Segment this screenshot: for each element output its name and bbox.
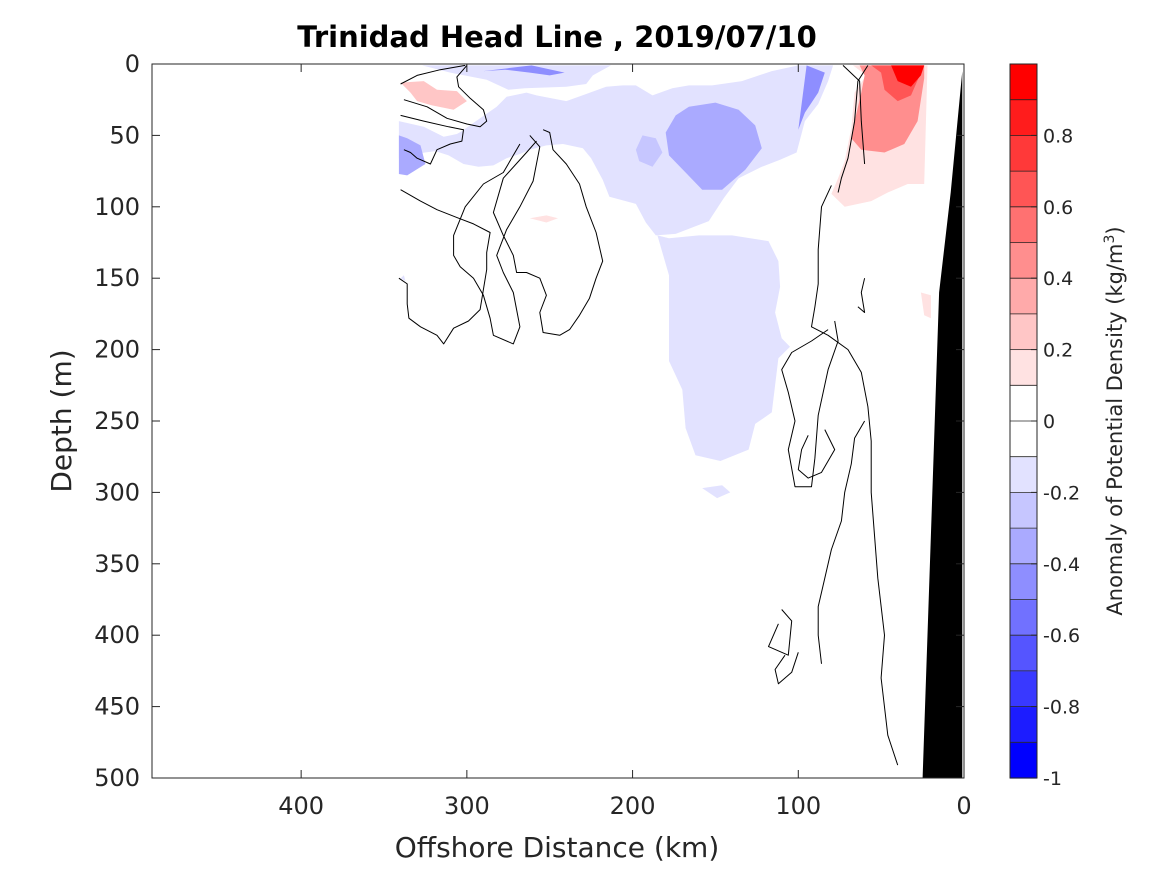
seafloor-bathymetry (922, 71, 963, 778)
colorbar-tick-label-9: 0.8 (1043, 125, 1073, 147)
zero-contour-9 (817, 420, 866, 664)
colorbar-title-superscript: 3 (1102, 235, 1118, 244)
anomaly-region-5 (483, 65, 565, 76)
x-tick-label-100: 100 (775, 792, 821, 820)
anomaly-region-0 (422, 65, 611, 90)
anomaly-region-7 (398, 135, 426, 176)
x-tick-label-300: 300 (444, 792, 490, 820)
colorbar-band-7 (1010, 492, 1037, 529)
y-tick-label-300: 300 (94, 478, 140, 506)
colorbar-tick-label-5: 0 (1043, 411, 1055, 433)
zero-contour-11 (774, 652, 799, 685)
anomaly-region-4 (705, 121, 742, 187)
anomaly-region-15 (891, 65, 925, 87)
colorbar-title: Anomaly of Potential Density (kg/m3) (1102, 226, 1127, 615)
zero-contour-13 (837, 65, 869, 193)
colorbar-title-end: ) (1103, 226, 1127, 234)
zero-contour-5 (492, 129, 604, 336)
zero-contour-4 (453, 135, 541, 345)
colorbar-band-14 (1010, 242, 1037, 279)
density-anomaly-field (398, 65, 931, 499)
x-tick-label-200: 200 (610, 792, 656, 820)
y-tick-label-0: 0 (125, 50, 140, 78)
colorbar-tick-label-0: -1 (1043, 768, 1062, 790)
colorbar-band-4 (1010, 599, 1037, 636)
anomaly-region-10 (400, 81, 467, 110)
colorbar-band-6 (1010, 528, 1037, 565)
y-tick-label-400: 400 (94, 621, 140, 649)
anomaly-region-17 (400, 275, 406, 282)
y-tick-label-250: 250 (94, 407, 140, 435)
colorbar-band-11 (1010, 349, 1037, 386)
colorbar-tick-label-2: -0.6 (1043, 625, 1080, 647)
y-tick-label-200: 200 (94, 336, 140, 364)
colorbar-band-17 (1010, 135, 1037, 172)
y-tick-label-100: 100 (94, 193, 140, 221)
y-tick-label-450: 450 (94, 693, 140, 721)
zero-contour-14 (842, 65, 866, 165)
anomaly-region-11 (529, 215, 558, 223)
colorbar-tick-label-6: 0.2 (1043, 340, 1073, 362)
x-tick-label-400: 400 (278, 792, 324, 820)
colorbar-tick-label-7: 0.4 (1043, 268, 1073, 290)
colorbar-band-15 (1010, 206, 1037, 244)
colorbar-band-18 (1010, 99, 1037, 136)
colorbar-tick-label-1: -0.8 (1043, 697, 1080, 719)
colorbar-band-16 (1010, 171, 1037, 208)
colorbar-ticks: -1 -0.8 -0.6 -0.4 -0.2 0 0.2 0.4 0.6 0.8 (1031, 125, 1080, 790)
zero-contour-10 (768, 609, 793, 656)
colorbar-tick-label-8: 0.6 (1043, 197, 1073, 219)
x-axis-title: Offshore Distance (km) (395, 831, 720, 864)
colorbar-band-19 (1010, 64, 1037, 101)
colorbar-band-0 (1010, 742, 1037, 779)
plot-background (152, 64, 964, 778)
y-tick-label-350: 350 (94, 550, 140, 578)
colorbar-tick-label-4: -0.2 (1043, 482, 1080, 504)
anomaly-region-9 (702, 485, 731, 499)
zero-contour-12 (857, 278, 866, 313)
zero-contour-6 (811, 185, 899, 766)
zero-contour-2 (400, 114, 464, 165)
x-tick-label-0: 0 (956, 792, 971, 820)
zero-contour-lines (398, 64, 899, 766)
y-tick-label-500: 500 (94, 764, 140, 792)
colorbar-band-8 (1010, 456, 1037, 493)
colorbar-tick-label-3: -0.4 (1043, 554, 1080, 576)
zero-contour-3 (398, 189, 491, 345)
colorbar-band-1 (1010, 706, 1037, 743)
colorbar-band-9 (1010, 421, 1037, 458)
chart-title: Trinidad Head Line , 2019/07/10 (297, 20, 817, 54)
anomaly-region-16 (920, 292, 931, 319)
y-axis-ticks: 0 50 100 150 200 250 300 350 400 450 500 (94, 50, 964, 792)
zero-contour-0 (400, 64, 466, 85)
anomaly-region-8 (657, 235, 790, 461)
colorbar (1010, 64, 1037, 779)
zero-contour-8 (797, 429, 836, 479)
anomaly-region-2 (798, 65, 825, 130)
anomaly-region-6 (635, 135, 663, 167)
y-axis-title: Depth (m) (45, 349, 78, 492)
colorbar-band-5 (1010, 563, 1037, 601)
zero-contour-7 (781, 320, 839, 488)
colorbar-band-10 (1010, 385, 1037, 422)
colorbar-band-2 (1010, 670, 1037, 708)
x-axis-ticks: 400 300 200 100 0 (278, 64, 972, 820)
y-tick-label-150: 150 (94, 264, 140, 292)
colorbar-title-main: Anomaly of Potential Density (kg/m (1103, 244, 1127, 616)
seafloor-shape (922, 71, 963, 778)
colorbar-band-12 (1010, 313, 1037, 351)
zero-contour-1 (403, 65, 488, 128)
y-tick-label-50: 50 (109, 121, 140, 149)
colorbar-band-13 (1010, 278, 1037, 315)
colorbar-band-3 (1010, 635, 1037, 672)
